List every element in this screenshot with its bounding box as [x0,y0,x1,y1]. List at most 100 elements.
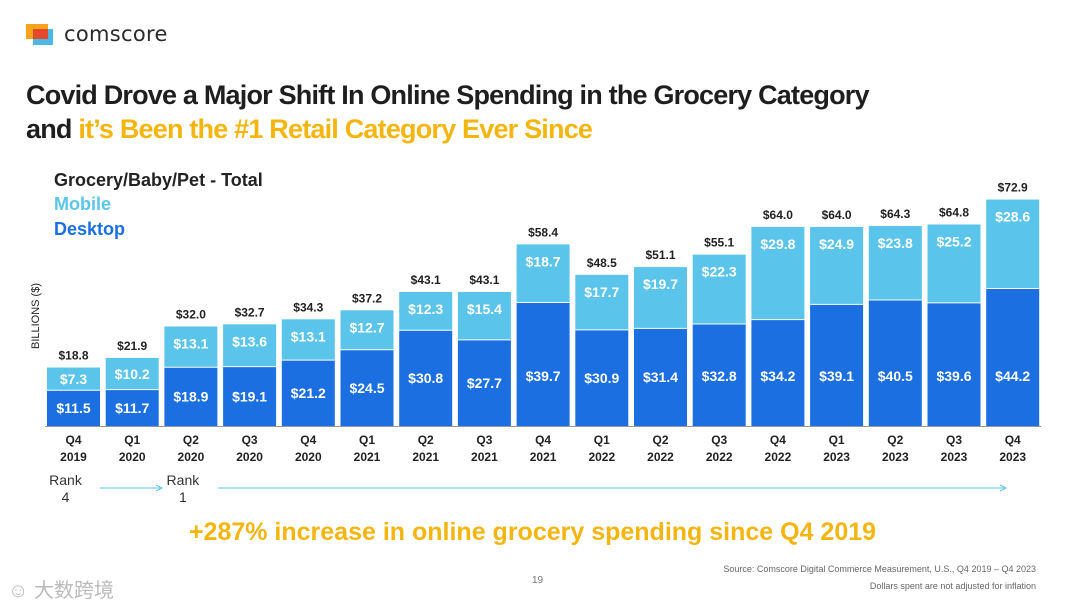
mobile-value-label: $12.3 [408,301,443,317]
desktop-value-label: $39.7 [526,368,561,384]
bar-mobile [634,267,687,329]
title-highlight: it’s Been the #1 Retail Category Ever Si… [78,114,593,144]
mobile-value-label: $25.2 [936,233,971,249]
mobile-value-label: $18.7 [526,253,561,269]
x-tick-year: 2022 [647,450,674,464]
bar-desktop [105,389,159,426]
total-value-label: $48.5 [587,256,617,270]
mobile-value-label: $23.8 [878,235,913,251]
desktop-value-label: $21.2 [291,385,326,401]
total-value-label: $64.0 [763,208,793,222]
title-prefix: and [26,114,79,144]
watermark: ☺ 大数跨境 [8,580,114,602]
desktop-value-label: $18.9 [173,389,208,405]
x-tick-quarter: Q4 [1005,433,1021,447]
bar-mobile [868,226,922,301]
x-tick-quarter: Q3 [242,433,258,447]
bar-mobile [281,319,335,361]
x-tick-quarter: Q4 [535,433,551,447]
total-value-label: $64.0 [822,208,852,222]
mobile-value-label: $13.6 [232,333,267,349]
desktop-value-label: $11.5 [56,400,90,416]
x-tick-year: 2021 [471,450,498,464]
desktop-value-label: $30.8 [408,370,443,386]
headline: +287% increase in online grocery spendin… [188,518,877,546]
x-tick-quarter: Q1 [124,433,140,447]
bar-desktop [927,302,981,426]
bar-mobile [164,326,218,368]
bar-desktop [164,367,218,426]
legend-desktop: Desktop [54,219,126,239]
bar-desktop [692,323,746,426]
x-tick-quarter: Q2 [652,433,668,447]
x-tick-year: 2020 [295,450,322,464]
desktop-value-label: $24.5 [349,380,384,396]
bar-desktop [634,328,687,426]
bar-mobile [340,310,394,350]
x-tick-quarter: Q3 [476,433,492,447]
mobile-value-label: $13.1 [173,335,208,351]
logo-mark [26,24,53,45]
x-tick-year: 2021 [354,450,381,464]
rank-label: Rank [167,472,201,488]
x-tick-quarter: Q3 [711,433,727,447]
bar-desktop [399,330,453,426]
desktop-value-label: $27.7 [467,375,502,391]
bar-mobile [927,224,981,303]
bar-desktop [986,288,1040,426]
bar-mobile [47,367,100,391]
bar-mobile [457,291,511,340]
mobile-value-label: $13.1 [291,328,326,344]
mobile-value-label: $10.2 [115,366,150,382]
bar-mobile [223,324,277,367]
x-tick-quarter: Q2 [418,433,434,447]
total-value-label: $43.1 [411,273,441,287]
mobile-value-label: $15.4 [467,301,502,317]
bar-mobile [810,226,864,305]
x-tick-year: 2022 [588,450,615,464]
x-tick-year: 2022 [706,450,733,464]
mobile-value-label: $12.7 [349,319,384,335]
desktop-value-label: $30.9 [584,370,619,386]
x-tick-quarter: Q4 [65,433,81,447]
page-number: 19 [532,575,544,586]
x-tick-year: 2019 [60,450,87,464]
x-tick-year: 2023 [882,450,909,464]
desktop-value-label: $40.5 [878,368,913,384]
total-value-label: $43.1 [469,273,499,287]
x-tick-year: 2020 [236,450,263,464]
bar-desktop [457,339,511,426]
x-tick-quarter: Q1 [829,433,845,447]
x-tick-year: 2020 [119,450,146,464]
desktop-value-label: $11.7 [115,400,149,416]
bar-desktop [868,300,922,426]
title-line-2: and it’s Been the #1 Retail Category Eve… [26,114,593,145]
x-tick-quarter: Q4 [300,433,316,447]
bar-mobile [399,291,453,331]
x-tick-year: 2020 [178,450,205,464]
total-value-label: $32.0 [176,307,206,321]
desktop-value-label: $39.6 [936,368,971,384]
inflation-note: Dollars spent are not adjusted for infla… [869,581,1036,591]
desktop-value-label: $39.1 [819,368,854,384]
bar-mobile [516,244,570,303]
x-tick-year: 2021 [530,450,557,464]
source-note: Source: Comscore Digital Commerce Measur… [723,564,1036,574]
watermark-text: 大数跨境 [33,580,114,602]
total-value-label: $37.2 [352,291,382,305]
bar-desktop [751,319,805,426]
total-value-label: $58.4 [528,225,558,239]
bar-desktop [340,349,394,426]
total-value-label: $64.3 [880,207,910,221]
chart-title: Grocery/Baby/Pet - Total [54,170,263,190]
x-tick-year: 2023 [941,450,968,464]
bar-mobile [105,357,159,390]
desktop-value-label: $44.2 [995,368,1030,384]
x-tick-quarter: Q2 [183,433,199,447]
bar-desktop [47,390,100,426]
rank-arrows [100,484,1008,492]
total-value-label: $34.3 [293,300,323,314]
mobile-value-label: $24.9 [819,236,854,252]
x-tick-quarter: Q1 [594,433,610,447]
x-tick-quarter: Q1 [359,433,375,447]
